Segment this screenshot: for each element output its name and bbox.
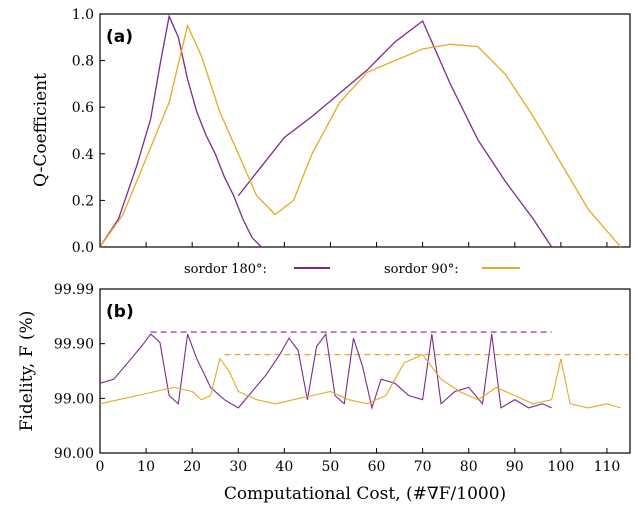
panel-b-series-line-0 bbox=[100, 334, 552, 408]
x-tick-label: 110 bbox=[594, 459, 621, 475]
x-tick-label: 100 bbox=[548, 459, 575, 475]
panel-b-ylabel: Fidelity, F (%) bbox=[17, 311, 37, 432]
x-tick-label: 0 bbox=[96, 459, 105, 475]
panel-a-ytick-label: 1.0 bbox=[72, 7, 94, 23]
x-tick-label: 60 bbox=[368, 459, 386, 475]
x-tick-label: 30 bbox=[229, 459, 247, 475]
panel-a-frame bbox=[100, 14, 630, 247]
x-axis-ticks: 0 10 20 30 40 50 60 70 80 90 100 110 bbox=[96, 242, 621, 475]
panel-a-ytick-label: 0.2 bbox=[72, 193, 94, 209]
panel-a-ytick-label: 0.4 bbox=[72, 147, 94, 163]
panel-b-yticks: 90.00 99.00 99.90 99.99 bbox=[54, 282, 105, 462]
x-tick-label: 40 bbox=[275, 459, 293, 475]
panel-a-ytick-label: 0.6 bbox=[72, 100, 94, 116]
panel-a-label: (a) bbox=[106, 27, 133, 47]
panel-b-label: (b) bbox=[106, 302, 134, 322]
x-axis-label: Computational Cost, (#∇F/1000) bbox=[224, 484, 506, 504]
x-tick-label: 50 bbox=[322, 459, 340, 475]
panel-a-ylabel: Q-Coefficient bbox=[31, 73, 51, 187]
x-tick-label: 20 bbox=[183, 459, 201, 475]
legend: sordor 180°: sordor 90°: bbox=[184, 262, 520, 277]
x-tick-label: 80 bbox=[460, 459, 478, 475]
panel-b-series bbox=[100, 332, 630, 408]
panel-a-series-line-2 bbox=[100, 26, 621, 247]
panel-b-series-line-1 bbox=[100, 355, 621, 408]
panel-a-ytick-label: 0.8 bbox=[72, 54, 94, 70]
panel-b-ytick-label: 99.00 bbox=[54, 391, 94, 407]
panel-a-series-line-1 bbox=[238, 21, 551, 247]
panel-a-ytick-label: 0.0 bbox=[72, 240, 94, 256]
legend-sordor180-label: sordor 180°: bbox=[184, 262, 267, 277]
x-tick-label: 70 bbox=[414, 459, 432, 475]
panel-a-series bbox=[100, 16, 621, 247]
panel-b-ytick-label: 99.99 bbox=[54, 282, 94, 298]
x-tick-label: 10 bbox=[137, 459, 155, 475]
panel-b-frame bbox=[100, 289, 630, 453]
x-tick-label: 90 bbox=[506, 459, 524, 475]
panel-b-ytick-label: 90.00 bbox=[54, 446, 94, 462]
legend-sordor90-label: sordor 90°: bbox=[384, 262, 459, 277]
panel-b-ytick-label: 99.90 bbox=[54, 337, 94, 353]
